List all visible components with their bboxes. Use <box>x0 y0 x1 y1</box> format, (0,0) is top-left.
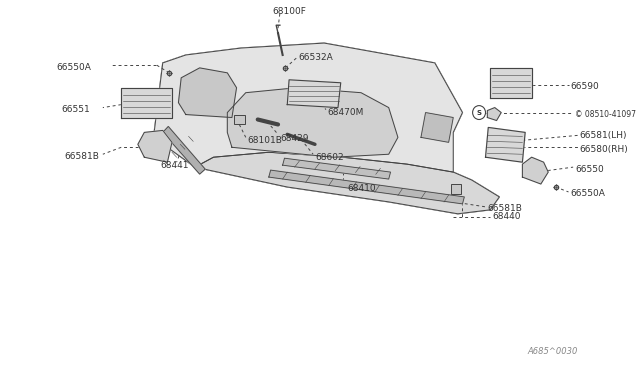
Text: 66532A: 66532A <box>298 54 333 62</box>
Text: 66550: 66550 <box>575 165 604 174</box>
Polygon shape <box>227 88 398 157</box>
Polygon shape <box>487 108 501 121</box>
Circle shape <box>472 106 486 119</box>
Text: 66550A: 66550A <box>57 63 92 73</box>
Polygon shape <box>287 80 340 108</box>
Polygon shape <box>283 158 390 179</box>
Text: 68101B: 68101B <box>248 136 282 145</box>
Polygon shape <box>179 68 237 118</box>
Polygon shape <box>269 170 464 204</box>
Text: S: S <box>477 109 481 116</box>
Polygon shape <box>490 68 532 98</box>
Text: 66581B: 66581B <box>64 152 99 161</box>
Polygon shape <box>154 43 499 214</box>
Bar <box>234 115 245 125</box>
Text: A685^0030: A685^0030 <box>527 347 578 356</box>
Text: 68429: 68429 <box>280 134 308 143</box>
Text: 66590: 66590 <box>570 82 599 91</box>
Text: 68602: 68602 <box>315 153 344 162</box>
Text: 68470M: 68470M <box>328 108 364 117</box>
Text: © 08510-41097: © 08510-41097 <box>575 110 636 119</box>
Text: 68410: 68410 <box>347 185 376 193</box>
Bar <box>451 184 461 194</box>
Text: 66550A: 66550A <box>570 189 605 198</box>
Polygon shape <box>421 113 453 142</box>
Text: 66581B: 66581B <box>487 204 522 213</box>
Text: 66581(LH): 66581(LH) <box>580 131 627 140</box>
Polygon shape <box>121 88 172 118</box>
Text: 68441: 68441 <box>160 161 189 170</box>
Polygon shape <box>154 43 463 172</box>
Polygon shape <box>138 131 172 162</box>
Text: 66580(RH): 66580(RH) <box>580 145 628 154</box>
Polygon shape <box>522 157 548 184</box>
Text: 66551: 66551 <box>61 105 90 114</box>
Text: 68440: 68440 <box>492 212 520 221</box>
Polygon shape <box>486 128 525 162</box>
Text: 68100F: 68100F <box>273 7 307 16</box>
Polygon shape <box>163 126 205 174</box>
Polygon shape <box>195 152 499 214</box>
